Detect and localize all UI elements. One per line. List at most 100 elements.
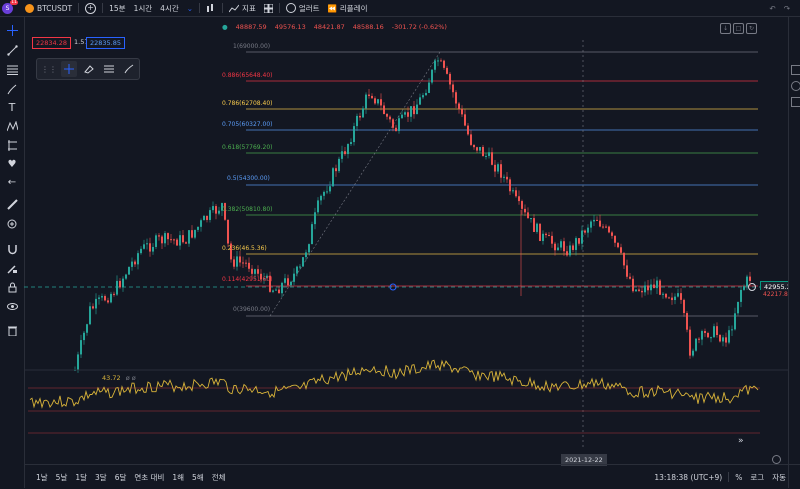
candle-body [734,313,736,330]
candle-body [482,146,484,157]
remove-drawings-tool[interactable] [5,323,19,337]
watchlist-icon[interactable] [791,65,800,75]
magnet-icon [7,244,17,254]
interval-dropdown[interactable]: ⌄ [183,0,197,16]
sell-price-box[interactable]: 22834.28 [32,37,72,49]
candle-body [416,104,418,115]
candle-body [314,212,316,225]
arrow-left-icon: ← [7,176,17,188]
candle-body [170,239,172,241]
candle-body [383,105,385,114]
candle-body [323,191,325,196]
brush-tool[interactable] [5,82,19,96]
scroll-to-realtime-button[interactable]: » [738,436,744,446]
range-1d[interactable]: 1날 [36,472,48,482]
right-sidebar [788,17,800,488]
candle-body [638,289,640,291]
range-1m[interactable]: 1달 [75,472,88,482]
range-ytd[interactable]: 연초 대비 [134,472,165,482]
range-6m[interactable]: 6달 [114,472,127,482]
candle-body [137,253,139,265]
brush-button[interactable] [121,61,137,77]
magnet-tool[interactable] [5,242,19,256]
text-tool[interactable]: T [5,100,19,114]
zoom-tool[interactable] [5,217,19,231]
crosshair-mode-button[interactable] [61,61,77,77]
prediction-tool[interactable] [5,138,19,152]
candle-body [650,284,652,291]
templates-button[interactable] [260,0,277,16]
range-all[interactable]: 전체 [211,472,226,482]
price-chart[interactable] [24,17,788,464]
chart-type-button[interactable] [202,0,220,16]
rsi-value-label: 43.72 ø ø [102,374,136,382]
eraser-icon [84,65,94,74]
indicators-icon [229,4,240,12]
indicators-button[interactable]: 지표 [225,0,260,16]
candle-body [140,248,142,254]
candle-body [434,60,436,70]
crosshair-tool[interactable] [5,23,19,37]
percent-scale-toggle[interactable]: % [735,472,743,482]
candle-body [266,275,268,279]
icon-tool[interactable]: ♥ [5,157,19,171]
candle-body [89,306,91,325]
symbol-search[interactable]: BTCUSDT [21,0,76,16]
candle-body [749,276,751,281]
plus-circle-icon: + [85,2,97,14]
candle-body [239,256,241,263]
drag-handle[interactable]: ⋮⋮ [41,61,57,77]
maximize-icon: □ [735,25,742,32]
candle-body [206,215,208,220]
top-toolbar: S 11 BTCUSDT + 15분 1시간 4시간 ⌄ 지표 얼러트 ⏪ 리플… [0,0,800,17]
measure-tool[interactable] [5,197,19,211]
settings-gear-icon[interactable] [772,455,781,464]
scroll-down-button[interactable]: ↓ [720,23,731,34]
buy-price-box[interactable]: 22835.85 [86,37,126,49]
interval-4h[interactable]: 4시간 [160,3,179,13]
candle-body [368,94,370,96]
compare-button[interactable]: + [81,0,100,16]
interval-15m[interactable]: 15분 [109,3,126,13]
lock-tool[interactable] [5,280,19,294]
maximize-button[interactable]: □ [733,23,744,34]
redo-button[interactable]: ↷ [780,0,794,16]
candle-body [725,337,727,343]
range-1y[interactable]: 1해 [172,472,185,482]
grid-icon [263,3,273,13]
candle-body [671,297,673,301]
user-avatar[interactable]: S 11 [2,0,18,14]
candle-body [452,84,454,93]
candle-body [269,275,271,292]
range-5d[interactable]: 5날 [55,472,68,482]
alert-button[interactable]: 얼러트 [282,0,324,16]
clock-display[interactable]: 13:18:38 (UTC+9) [654,472,723,482]
trendline-tool[interactable] [5,43,19,57]
range-5y[interactable]: 5해 [192,472,204,482]
replay-button[interactable]: ⏪ 리플레이 [327,3,368,13]
auto-scale-toggle[interactable]: 자동 [772,472,786,482]
candle-body [497,164,499,172]
brush-icon [7,84,16,94]
interval-1h[interactable]: 1시간 [133,3,153,13]
candle-body [218,210,220,214]
projection-icon [7,139,17,151]
candle-body [485,155,487,157]
stay-in-drawing-tool[interactable] [5,261,19,275]
range-3m[interactable]: 3달 [95,472,107,482]
back-button[interactable]: ← [5,175,19,189]
clock-icon[interactable] [791,81,800,91]
eraser-button[interactable] [81,61,97,77]
fib-button[interactable] [101,61,117,77]
visibility-tool[interactable] [5,299,19,313]
candle-body [476,147,478,151]
candle-body [86,324,88,333]
undo-button[interactable]: ↶ [765,0,779,16]
calendar-icon[interactable] [791,97,800,107]
candle-body [473,144,475,148]
candle-body [395,127,397,132]
pattern-tool[interactable] [5,119,19,133]
reset-button[interactable]: ↻ [746,23,757,34]
log-scale-toggle[interactable]: 로그 [750,472,765,482]
fib-tool[interactable] [5,62,19,76]
